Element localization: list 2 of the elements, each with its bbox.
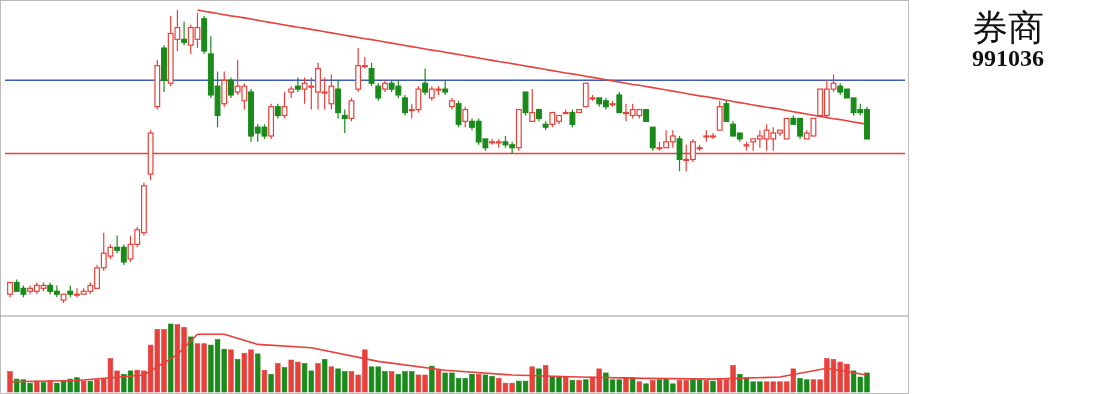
subtitle: 991036 [972,45,1044,71]
title: 券商 [972,7,1044,48]
